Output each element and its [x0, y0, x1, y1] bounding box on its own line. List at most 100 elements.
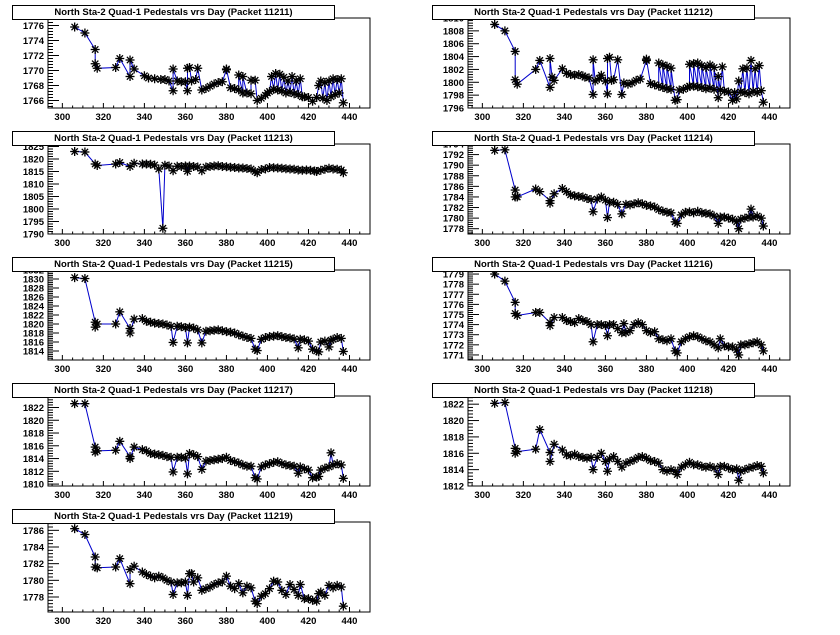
data-point — [238, 460, 248, 470]
y-tick-label: 1810 — [23, 180, 44, 191]
data-point — [273, 577, 283, 587]
data-point — [246, 461, 256, 471]
data-point — [758, 468, 768, 478]
data-point — [713, 343, 723, 353]
data-point — [168, 86, 178, 96]
data-point — [320, 463, 330, 473]
chart-title: North Sta-2 Quad-1 Pedestals vrs Day (Pa… — [432, 383, 755, 398]
data-point — [602, 466, 612, 476]
y-tick-label: 1820 — [23, 155, 44, 166]
y-tick-label: 1770 — [23, 66, 44, 77]
chart-panel: 300 320 340 360 380 400 420 440 1771 1772 1773 1774… — [420, 252, 840, 378]
data-point — [314, 471, 324, 481]
data-point — [182, 590, 192, 600]
data-point — [490, 19, 500, 29]
data-point — [623, 79, 633, 89]
data-point — [732, 94, 742, 104]
data-point — [602, 89, 612, 99]
data-point — [182, 338, 192, 348]
data-point — [129, 314, 139, 324]
y-tick-label: 1814 — [23, 454, 45, 465]
data-point — [92, 63, 102, 73]
data-point — [570, 318, 580, 328]
data-point — [80, 28, 90, 38]
data-point — [326, 448, 336, 458]
x-tick-label: 320 — [515, 364, 531, 375]
data-point — [723, 87, 733, 97]
data-point — [125, 579, 135, 589]
x-tick-label: 340 — [136, 490, 152, 501]
data-point — [115, 554, 125, 564]
data-point — [168, 467, 178, 477]
y-tick-label: 1800 — [443, 78, 464, 89]
data-point — [588, 55, 598, 65]
data-point — [602, 213, 612, 223]
y-tick-label: 1778 — [443, 224, 464, 235]
data-point — [602, 331, 612, 341]
x-tick-label: 300 — [54, 490, 70, 501]
y-tick-label: 1818 — [23, 329, 44, 340]
data-point — [252, 599, 262, 609]
data-point — [672, 348, 682, 358]
data-point — [635, 74, 645, 84]
data-point — [588, 337, 598, 347]
y-tick-label: 1773 — [443, 330, 464, 341]
data-point — [709, 340, 719, 350]
data-point — [545, 198, 555, 208]
x-tick-label: 320 — [515, 238, 531, 249]
y-tick-label: 1826 — [23, 293, 44, 304]
data-point — [226, 455, 236, 465]
y-tick-label: 1812 — [23, 467, 44, 478]
x-tick-label: 300 — [474, 490, 490, 501]
x-tick-label: 400 — [680, 364, 696, 375]
data-point — [500, 145, 510, 155]
data-point — [291, 76, 301, 86]
data-point — [80, 530, 90, 539]
data-point — [740, 88, 750, 98]
data-point — [70, 399, 80, 409]
y-tick-label: 1800 — [23, 205, 44, 216]
x-tick-label: 380 — [219, 616, 235, 627]
plot-svg: 300 320 340 360 380 400 420 440 1812 1814 1816 1818… — [443, 395, 791, 501]
data-point — [115, 158, 125, 167]
data-point — [709, 463, 719, 473]
x-tick-label: 360 — [597, 364, 613, 375]
data-point — [168, 590, 178, 599]
data-point — [535, 307, 545, 317]
x-tick-label: 380 — [639, 490, 655, 501]
data-point — [115, 436, 125, 446]
y-tick-label: 1768 — [23, 81, 44, 92]
y-tick-label: 1784 — [23, 543, 45, 554]
x-tick-label: 440 — [762, 490, 778, 501]
data-point — [281, 590, 291, 599]
y-tick-label: 1806 — [443, 39, 464, 50]
data-point — [490, 145, 500, 155]
plot-svg: 300 320 340 360 380 400 420 440 1766 1768 1770 1772… — [23, 17, 371, 123]
x-tick-label: 440 — [342, 364, 358, 375]
data-point — [70, 22, 80, 32]
x-tick-label: 320 — [95, 490, 111, 501]
x-tick-label: 380 — [639, 238, 655, 249]
data-point — [154, 164, 164, 174]
x-tick-label: 440 — [762, 364, 778, 375]
data-point — [672, 218, 682, 228]
y-tick-label: 1816 — [23, 338, 44, 349]
data-point — [70, 524, 80, 534]
x-tick-label: 300 — [474, 238, 490, 249]
data-point — [191, 75, 201, 84]
data-point — [303, 336, 313, 346]
x-tick-label: 380 — [219, 112, 235, 123]
x-tick-label: 400 — [260, 112, 276, 123]
data-point — [125, 328, 135, 338]
chart-title: North Sta-2 Quad-1 Pedestals vrs Day (Pa… — [12, 257, 335, 272]
data-point — [613, 55, 623, 65]
chart-panel: 300 320 340 360 380 400 420 440 1790 1795 1800 1805… — [0, 126, 420, 252]
y-tick-label: 1810 — [23, 480, 44, 491]
chart-panel: 300 320 340 360 380 400 420 440 1812 1814 1816 1818… — [420, 378, 840, 504]
data-point — [619, 319, 629, 329]
x-tick-label: 380 — [219, 490, 235, 501]
chart-panel: 300 320 340 360 380 400 420 440 1810 1812 1814 1816… — [0, 378, 420, 504]
x-tick-label: 340 — [556, 364, 572, 375]
series-group — [70, 524, 348, 611]
data-point — [549, 189, 559, 199]
